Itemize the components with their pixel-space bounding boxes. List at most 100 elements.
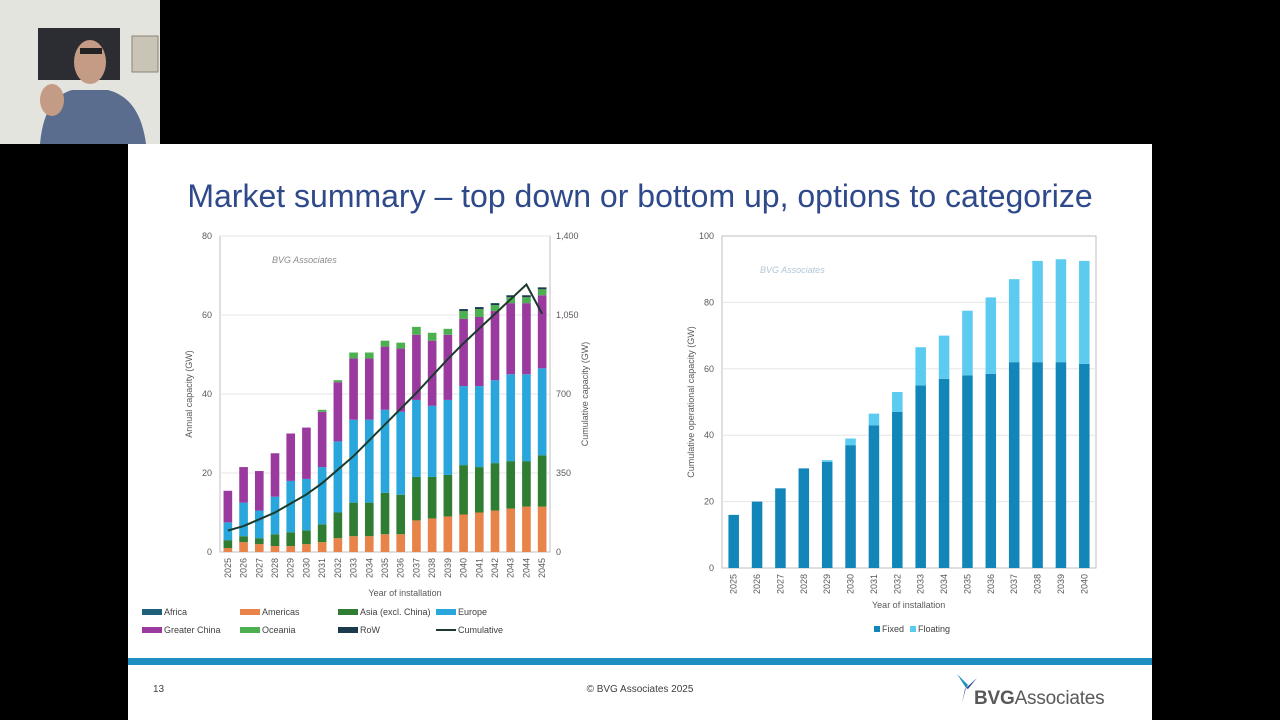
bar-segment-greater-china [427,340,437,406]
x-tick-label: 2031 [869,574,879,594]
bar-segment-europe [537,368,547,456]
x-tick-label: 2036 [986,574,996,594]
bar-segment-europe [380,409,390,493]
x-tick-label: 2030 [846,574,856,594]
y-axis-label: Cumulative operational capacity (GW) [686,326,696,478]
legend-label-americas: Americas [262,607,300,617]
legend-swatch-oceania [240,627,260,633]
bar-segment-fixed [1055,362,1067,568]
bar-segment-asia-excl-china [364,502,374,537]
bar-segment-asia-excl-china [270,534,280,547]
y-tick-label: 40 [704,430,714,440]
bar-segment-fixed [821,461,833,568]
y-tick-label: 40 [202,389,212,399]
legend-swatch-africa [142,609,162,615]
bar-segment-europe [522,374,531,462]
legend-swatch-asia-excl-china [338,609,358,615]
bar-segment-fixed [1008,362,1020,568]
bar-segment-americas [223,548,233,552]
bar-segment-oceania [349,352,358,359]
logo-text-light: Associates [1014,688,1105,709]
bar-segment-europe [302,478,311,531]
cumulative-line [227,282,544,532]
turbine-logo-icon [957,674,977,703]
legend-swatch-europe [436,609,456,615]
bar-segment-fixed [728,514,739,568]
bar-segment-asia-excl-china [459,465,468,515]
bar-segment-row [537,287,547,290]
legend-label-africa: Africa [164,607,187,617]
bar-segment-oceania [443,328,453,335]
bar-segment-oceania [459,311,468,319]
bar-segment-europe [364,419,374,503]
bar-segment-greater-china [412,334,421,400]
x-tick-label: 2044 [521,558,531,578]
bar-segment-floating [1079,260,1090,364]
bar-segment-americas [270,546,280,552]
x-tick-label: 2026 [239,558,249,578]
x-tick-label: 2039 [1056,574,1066,594]
y2-axis-label: Cumulative capacity (GW) [580,342,590,447]
y2-tick-label: 700 [556,389,571,399]
bar-segment-oceania [537,289,547,296]
legend-label-floating: Floating [918,624,950,634]
bar-segment-asia-excl-china [380,492,390,535]
bar-segment-americas [537,506,547,552]
chart-watermark: BVG Associates [760,265,825,275]
x-tick-label: 2027 [254,558,264,578]
bar-segment-oceania [364,352,374,359]
legend-label-asia-excl-china: Asia (excl. China) [360,607,431,617]
slide-title: Market summary – top down or bottom up, … [187,178,1093,214]
bar-segment-europe [333,441,343,513]
x-tick-label: 2030 [301,558,311,578]
bar-segment-asia-excl-china [349,502,358,537]
bar-segment-asia-excl-china [522,461,531,507]
chart-watermark: BVG Associates [272,255,337,265]
bar-segment-europe [254,510,264,539]
x-tick-label: 2040 [1079,574,1089,594]
legend-label-greater-china: Greater China [164,625,221,635]
x-tick-label: 2028 [270,558,280,578]
y-tick-label: 80 [202,231,212,241]
bar-segment-oceania [490,305,500,312]
bar-segment-floating [938,335,950,379]
y-tick-label: 60 [704,364,714,374]
x-tick-label: 2032 [892,574,902,594]
y-axis-label: Annual capacity (GW) [184,350,194,438]
bar-segment-floating [1055,259,1067,363]
bar-segment-americas [333,538,343,552]
bvg-logo: BVGAssociates [954,670,1144,712]
y-tick-label: 0 [709,563,714,573]
bar-segment-floating [821,460,833,462]
legend-swatch-greater-china [142,627,162,633]
copyright-text: © BVG Associates 2025 [586,684,694,695]
bar-segment-greater-china [270,453,280,497]
x-tick-label: 2035 [380,558,390,578]
bar-segment-floating [845,438,856,446]
bar-segment-asia-excl-china [396,494,406,535]
bar-segment-greater-china [223,490,233,523]
legend-swatch-row [338,627,358,633]
legend-swatch-floating [910,626,916,632]
bar-segment-asia-excl-china [506,461,516,509]
bar-segment-fixed [1032,362,1043,568]
presenter-video-icon [0,0,160,144]
legend-label-fixed: Fixed [882,624,904,634]
bar-segment-greater-china [537,295,547,369]
bar-segment-americas [317,542,327,552]
y2-tick-label: 0 [556,547,561,557]
bar-segment-asia-excl-china [254,538,264,545]
bar-segment-greater-china [254,471,264,511]
x-tick-label: 2040 [459,558,469,578]
bar-segment-americas [443,516,453,552]
presenter-webcam [0,0,160,144]
bar-segment-americas [254,544,264,552]
bar-segment-asia-excl-china [223,540,233,549]
y-tick-label: 100 [699,231,714,241]
bar-segment-asia-excl-china [286,532,296,547]
y-tick-label: 20 [202,468,212,478]
bar-segment-fixed [868,425,880,568]
bar-segment-europe [490,380,500,464]
bar-segment-greater-china [286,433,296,481]
